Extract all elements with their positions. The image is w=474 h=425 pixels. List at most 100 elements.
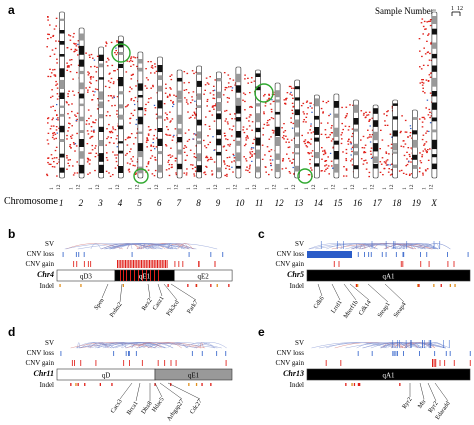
gain-dot — [404, 143, 407, 145]
gain-dot — [291, 94, 293, 96]
band — [137, 143, 143, 152]
gain-dot — [205, 77, 208, 79]
gain-dot — [223, 132, 226, 134]
band — [79, 139, 85, 147]
gain-dot — [222, 146, 225, 148]
gain-dot — [163, 103, 166, 105]
gain-dot — [246, 128, 248, 130]
cnv-gain-mark — [178, 261, 180, 267]
chromosome-bar: qA1 — [306, 368, 471, 381]
gain-dot — [345, 169, 348, 171]
band — [431, 65, 437, 72]
gain-dot — [132, 156, 134, 158]
gain-dot — [130, 57, 132, 59]
gain-dot — [70, 64, 73, 66]
scale-tick-12: 12 — [409, 184, 415, 190]
gain-dot — [108, 73, 111, 75]
gain-dot — [270, 108, 273, 111]
gain-dot — [364, 151, 367, 154]
gain-dot — [95, 119, 97, 121]
gain-dot — [154, 169, 157, 172]
loss-dot — [152, 142, 154, 144]
gain-dot — [153, 72, 156, 74]
gain-dot — [77, 54, 79, 56]
sv-label: SV — [295, 240, 304, 248]
gain-dot — [66, 157, 68, 159]
gain-dot — [283, 135, 285, 137]
gain-dot — [421, 81, 423, 83]
band — [373, 131, 379, 141]
chromosome-14: 1 12 — [300, 94, 320, 190]
band — [59, 68, 65, 78]
gain-dot — [351, 146, 354, 149]
gain-dot — [116, 40, 118, 42]
sv-arc — [398, 243, 416, 250]
gain-dot — [243, 131, 246, 134]
gain-dot — [289, 93, 291, 95]
cnv-gain-mark — [174, 261, 176, 267]
gain-dot — [263, 113, 265, 115]
chromosome-label-12: 12 — [275, 198, 285, 208]
gain-dot — [128, 90, 131, 93]
loss-dot — [74, 143, 77, 145]
gain-dot — [271, 129, 274, 131]
gain-dot — [75, 45, 78, 47]
gain-dot — [193, 156, 196, 158]
gain-dot — [430, 115, 433, 117]
gain-dot — [371, 129, 374, 131]
gain-dot — [124, 154, 127, 156]
cnv-loss-mark — [128, 351, 130, 356]
gain-dot — [379, 148, 381, 150]
gain-dot — [327, 165, 330, 167]
loss-dot — [369, 141, 372, 143]
gain-dot — [268, 94, 270, 96]
gain-dot — [87, 133, 90, 135]
gain-dot — [89, 172, 91, 174]
gain-dot — [54, 109, 56, 112]
sv-label: SV — [45, 240, 54, 248]
band — [118, 166, 124, 173]
gain-dot — [194, 170, 197, 172]
gain-in-band — [130, 270, 131, 281]
gain-dot — [50, 72, 53, 74]
gain-dot — [204, 173, 207, 176]
loss-dot — [370, 157, 373, 159]
gain-dot — [90, 66, 92, 68]
gain-dot — [340, 142, 343, 145]
gain-dot — [386, 124, 389, 126]
gain-dot — [75, 145, 78, 147]
cnv-gain-mark — [444, 360, 446, 366]
gain-dot — [249, 106, 251, 108]
loss-dot — [329, 113, 332, 115]
gain-dot — [131, 60, 134, 62]
cnv-gain-mark — [83, 261, 85, 267]
gain-dot — [185, 101, 188, 103]
band — [235, 85, 241, 93]
loss-dot — [194, 133, 196, 135]
gain-dot — [273, 130, 275, 132]
gain-dot — [226, 175, 228, 177]
band — [216, 138, 222, 146]
gain-dot — [270, 111, 273, 113]
gain-dot — [310, 102, 312, 104]
gain-dot — [423, 20, 426, 23]
loss-dot — [251, 160, 253, 162]
indel-mark — [399, 383, 401, 386]
cnv-loss-mark — [364, 252, 365, 257]
gain-dot — [114, 52, 116, 54]
gain-dot — [96, 66, 98, 68]
gain-dot — [113, 81, 115, 83]
band — [79, 103, 85, 107]
chromosome-label: Chr5 — [287, 270, 304, 279]
gain-dot — [429, 72, 432, 74]
gain-dot — [132, 164, 135, 167]
gain-dot — [47, 161, 49, 164]
gain-dot — [340, 134, 343, 136]
gain-dot — [309, 158, 311, 161]
gain-dot — [54, 133, 57, 135]
loss-dot — [154, 148, 156, 150]
loss-dot — [213, 89, 216, 91]
cnv-loss-mark — [449, 351, 451, 356]
gain-dot — [369, 150, 372, 152]
gain-dot — [321, 147, 323, 149]
